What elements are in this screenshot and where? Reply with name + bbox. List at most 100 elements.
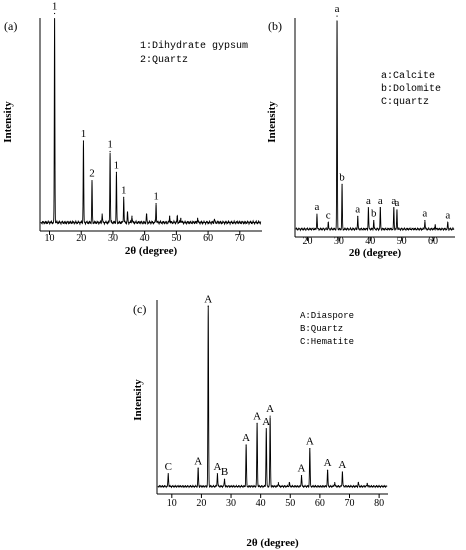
peak-label: A (324, 457, 332, 469)
peak-point (216, 473, 219, 475)
peak-point (145, 213, 148, 215)
peak-label: A (266, 403, 274, 415)
peak-point (131, 215, 133, 217)
peak-point (223, 478, 226, 480)
peak-point (366, 483, 368, 485)
x-tick-label: 30 (226, 498, 236, 509)
legend-entry: C:quartz (381, 97, 429, 108)
peak-label: a (378, 195, 383, 207)
peak-label: a (315, 201, 320, 213)
peak-label: a (355, 203, 360, 215)
peak-point (180, 217, 182, 219)
x-tick-label: 50 (171, 233, 181, 244)
spectrum-line-2 (295, 20, 455, 232)
legend-entry: b:Dolomite (381, 83, 441, 95)
peak-point (326, 469, 329, 471)
x-tick-label: 60 (315, 498, 325, 509)
peak-point (123, 196, 125, 199)
axes-3 (156, 300, 388, 495)
peak-label: 1 (81, 128, 87, 140)
x-tick-label: 30 (334, 236, 344, 247)
peak-point (207, 305, 209, 307)
x-axis-label: 2θ (degree) (246, 537, 299, 549)
x-tick-label: 20 (303, 236, 313, 247)
peak-point (277, 482, 280, 484)
peak-point (126, 211, 129, 213)
peak-point (373, 219, 375, 222)
panel-label: (c) (133, 302, 146, 316)
peak-label: A (338, 459, 346, 471)
peak-point (367, 207, 370, 209)
x-tick-label: 60 (203, 233, 213, 244)
legend-entry: A:Diaspore (300, 311, 354, 321)
x-tick-label: 70 (235, 233, 245, 244)
x-tick-label: 10 (45, 233, 55, 244)
legend-1: 1:Dihydrate gypsum 2:Quartz (140, 40, 248, 66)
peak-point (245, 444, 247, 446)
peak-point (169, 215, 171, 217)
x-tick-label: 30 (108, 233, 118, 244)
x-tick-label: 40 (140, 233, 150, 244)
axes-2 (294, 18, 455, 238)
peak-point (176, 215, 178, 217)
x-tick-label: 50 (285, 498, 295, 509)
x-tick-label: 20 (196, 498, 206, 509)
peak-label: 1 (114, 159, 120, 171)
peak-point (357, 215, 359, 217)
x-axis-label: 2θ (degree) (125, 245, 178, 257)
spectrum-line-3 (157, 305, 388, 489)
peak-point (213, 218, 216, 220)
y-axis-label: Intensity (266, 101, 278, 143)
spectrum-line-1 (40, 18, 262, 226)
peak-label: a (395, 197, 400, 209)
peak-label: A (194, 455, 202, 467)
peak-label: A (253, 410, 261, 422)
peak-point (53, 12, 56, 15)
peak-point (167, 473, 169, 475)
peak-point (336, 15, 338, 17)
peak-label: a (335, 3, 340, 15)
peak-point (327, 222, 329, 224)
peak-label: 2 (89, 168, 95, 180)
y-axis-label: Intensity (132, 379, 144, 421)
panel-label: (b) (268, 19, 282, 33)
axes-1 (39, 18, 262, 232)
peak-point (155, 203, 157, 205)
x-axis-label: 2θ (degree) (349, 247, 402, 259)
x-tick-label: 70 (345, 498, 355, 509)
x-tick-label: 40 (365, 236, 375, 247)
peak-point (424, 219, 426, 222)
x-tick-label: 10 (167, 498, 177, 509)
peak-label: A (242, 432, 250, 444)
peak-label: c (326, 210, 331, 222)
peak-label: A (204, 293, 212, 305)
legend-entry: B:Quartz (300, 324, 343, 334)
peak-label: A (213, 461, 221, 473)
peak-point (82, 140, 85, 142)
legend-entry: 1:Dihydrate gypsum (140, 40, 248, 52)
x-tick-label: 60 (428, 236, 438, 247)
peak-point (341, 183, 343, 185)
peak-label: b (371, 208, 377, 220)
peak-label: b (339, 171, 345, 183)
peak-label: a (391, 195, 396, 207)
peak-point (115, 171, 118, 173)
peak-point (341, 471, 343, 473)
panel-label: (a) (4, 19, 17, 33)
peak-point (101, 213, 103, 215)
peak-point (309, 447, 311, 450)
legend-entry: 2:Quartz (140, 55, 188, 66)
peak-point (91, 180, 93, 182)
legend-3: A:Diaspore B:Quartz C:Hematite (300, 311, 354, 347)
peak-label: a (445, 210, 450, 222)
x-tick-label: 40 (256, 498, 266, 509)
peak-point (434, 224, 436, 226)
peak-point (379, 207, 381, 209)
peak-label: 1 (121, 184, 127, 196)
peak-label: A (262, 416, 270, 428)
